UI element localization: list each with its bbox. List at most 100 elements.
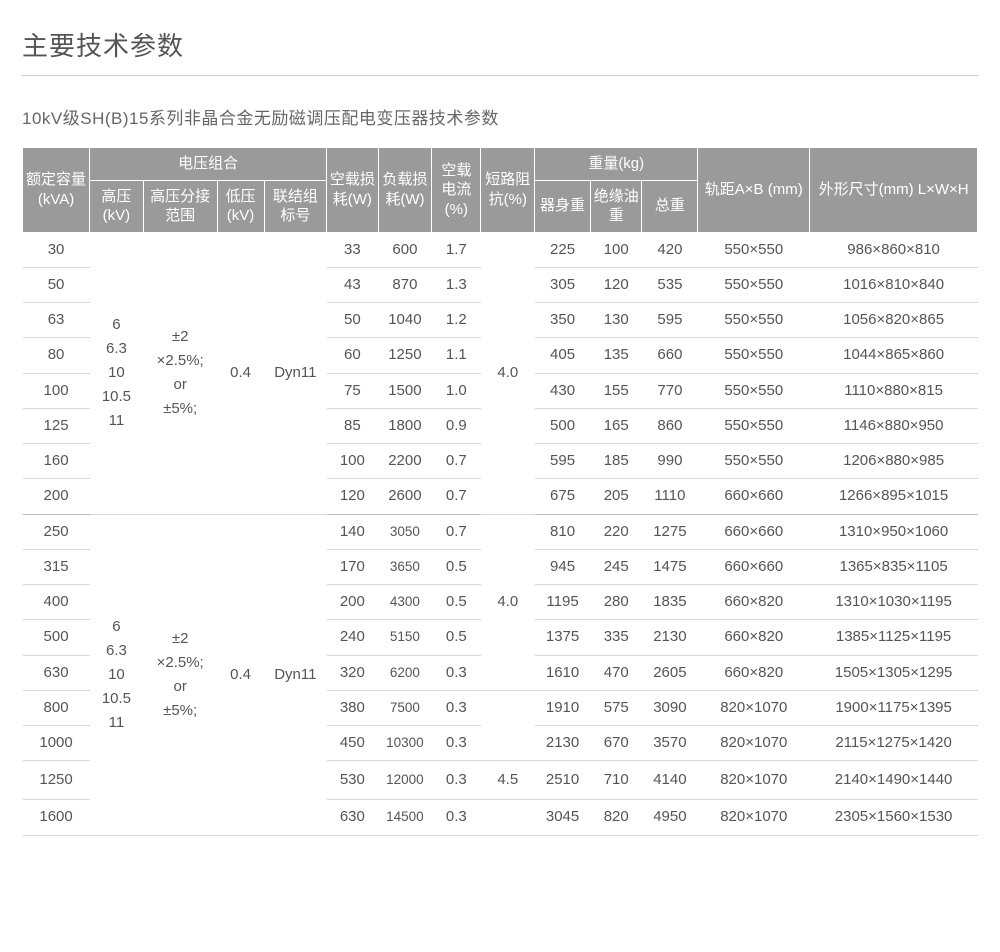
cell-oil-wt: 280 xyxy=(591,585,642,620)
cell-noload-current: 1.3 xyxy=(432,267,481,302)
subtitle: 10kV级SH(B)15系列非晶合金无励磁调压配电变压器技术参数 xyxy=(22,104,978,129)
cell-load-loss: 870 xyxy=(378,267,432,302)
table-row-group: 3066.31010.511±2×2.5%;or±5%;0.4Dyn113360… xyxy=(23,232,978,514)
cell-kva: 400 xyxy=(23,585,90,620)
cell-body-wt: 500 xyxy=(535,408,591,443)
cell-dimensions: 1310×1030×1195 xyxy=(810,585,978,620)
cell-load-loss: 1500 xyxy=(378,373,432,408)
cell-kva: 200 xyxy=(23,479,90,514)
cell-noload-current: 1.0 xyxy=(432,373,481,408)
cell-gauge: 660×820 xyxy=(698,620,810,655)
cell-load-loss: 1250 xyxy=(378,338,432,373)
cell-lv: 0.4 xyxy=(217,232,264,514)
cell-total-wt: 420 xyxy=(642,232,698,267)
cell-kva: 800 xyxy=(23,690,90,725)
cell-noload-loss: 60 xyxy=(327,338,378,373)
cell-total-wt: 3090 xyxy=(642,690,698,725)
cell-dimensions: 1900×1175×1395 xyxy=(810,690,978,725)
cell-tap: ±2×2.5%;or±5%; xyxy=(143,514,217,835)
cell-load-loss: 1040 xyxy=(378,303,432,338)
cell-gauge: 550×550 xyxy=(698,303,810,338)
cell-noload-loss: 43 xyxy=(327,267,378,302)
cell-noload-loss: 380 xyxy=(327,690,378,725)
cell-oil-wt: 205 xyxy=(591,479,642,514)
cell-dimensions: 1505×1305×1295 xyxy=(810,655,978,690)
cell-body-wt: 1910 xyxy=(535,690,591,725)
cell-body-wt: 405 xyxy=(535,338,591,373)
cell-noload-current: 1.7 xyxy=(432,232,481,267)
cell-kva: 630 xyxy=(23,655,90,690)
cell-body-wt: 430 xyxy=(535,373,591,408)
cell-oil-wt: 120 xyxy=(591,267,642,302)
cell-noload-loss: 530 xyxy=(327,761,378,800)
cell-impedance: 4.0 xyxy=(481,514,535,690)
cell-noload-current: 1.1 xyxy=(432,338,481,373)
cell-gauge: 820×1070 xyxy=(698,761,810,800)
cell-gauge: 550×550 xyxy=(698,338,810,373)
cell-total-wt: 860 xyxy=(642,408,698,443)
cell-total-wt: 1835 xyxy=(642,585,698,620)
cell-gauge: 550×550 xyxy=(698,267,810,302)
cell-kva: 50 xyxy=(23,267,90,302)
cell-oil-wt: 335 xyxy=(591,620,642,655)
cell-noload-current: 0.5 xyxy=(432,585,481,620)
cell-tap: ±2×2.5%;or±5%; xyxy=(143,232,217,514)
cell-noload-current: 0.5 xyxy=(432,620,481,655)
cell-kva: 160 xyxy=(23,444,90,479)
cell-kva: 1250 xyxy=(23,761,90,800)
cell-gauge: 820×1070 xyxy=(698,800,810,835)
cell-body-wt: 350 xyxy=(535,303,591,338)
cell-noload-loss: 33 xyxy=(327,232,378,267)
cell-noload-current: 0.3 xyxy=(432,690,481,725)
cell-kva: 100 xyxy=(23,373,90,408)
cell-load-loss: 5150 xyxy=(378,620,432,655)
th-weight: 重量(kg) xyxy=(535,148,698,181)
th-lv: 低压(kV) xyxy=(217,180,264,232)
cell-noload-current: 0.3 xyxy=(432,800,481,835)
cell-oil-wt: 820 xyxy=(591,800,642,835)
table-header: 额定容量 (kVA) 电压组合 空载损耗(W) 负载损耗(W) 空载电流(%) … xyxy=(23,148,978,233)
cell-noload-loss: 75 xyxy=(327,373,378,408)
cell-body-wt: 2510 xyxy=(535,761,591,800)
cell-impedance: 4.0 xyxy=(481,232,535,514)
cell-load-loss: 3650 xyxy=(378,549,432,584)
cell-total-wt: 535 xyxy=(642,267,698,302)
cell-load-loss: 3050 xyxy=(378,514,432,549)
cell-dimensions: 1056×820×865 xyxy=(810,303,978,338)
cell-total-wt: 3570 xyxy=(642,726,698,761)
th-rated-capacity: 额定容量 (kVA) xyxy=(23,148,90,233)
cell-gauge: 660×660 xyxy=(698,479,810,514)
th-body-wt: 器身重 xyxy=(535,180,591,232)
cell-dimensions: 1044×865×860 xyxy=(810,338,978,373)
th-noload-loss: 空载损耗(W) xyxy=(327,148,378,233)
cell-dimensions: 2140×1490×1440 xyxy=(810,761,978,800)
cell-dimensions: 1110×880×815 xyxy=(810,373,978,408)
spec-table: 额定容量 (kVA) 电压组合 空载损耗(W) 负载损耗(W) 空载电流(%) … xyxy=(22,147,978,836)
cell-dimensions: 1385×1125×1195 xyxy=(810,620,978,655)
cell-body-wt: 1195 xyxy=(535,585,591,620)
cell-noload-current: 0.3 xyxy=(432,726,481,761)
cell-hv: 66.31010.511 xyxy=(90,232,144,514)
cell-gauge: 660×660 xyxy=(698,514,810,549)
cell-gauge: 660×660 xyxy=(698,549,810,584)
cell-oil-wt: 130 xyxy=(591,303,642,338)
cell-body-wt: 595 xyxy=(535,444,591,479)
cell-noload-loss: 140 xyxy=(327,514,378,549)
cell-oil-wt: 185 xyxy=(591,444,642,479)
cell-total-wt: 1110 xyxy=(642,479,698,514)
cell-gauge: 550×550 xyxy=(698,373,810,408)
cell-dimensions: 1146×880×950 xyxy=(810,408,978,443)
cell-noload-current: 0.3 xyxy=(432,655,481,690)
cell-body-wt: 810 xyxy=(535,514,591,549)
cell-noload-current: 1.2 xyxy=(432,303,481,338)
cell-noload-loss: 120 xyxy=(327,479,378,514)
cell-body-wt: 305 xyxy=(535,267,591,302)
cell-total-wt: 2130 xyxy=(642,620,698,655)
cell-oil-wt: 710 xyxy=(591,761,642,800)
cell-load-loss: 6200 xyxy=(378,655,432,690)
cell-lv: 0.4 xyxy=(217,514,264,835)
th-impedance: 短路阻抗(%) xyxy=(481,148,535,233)
cell-dimensions: 2305×1560×1530 xyxy=(810,800,978,835)
th-load-loss: 负载损耗(W) xyxy=(378,148,432,233)
cell-dimensions: 986×860×810 xyxy=(810,232,978,267)
